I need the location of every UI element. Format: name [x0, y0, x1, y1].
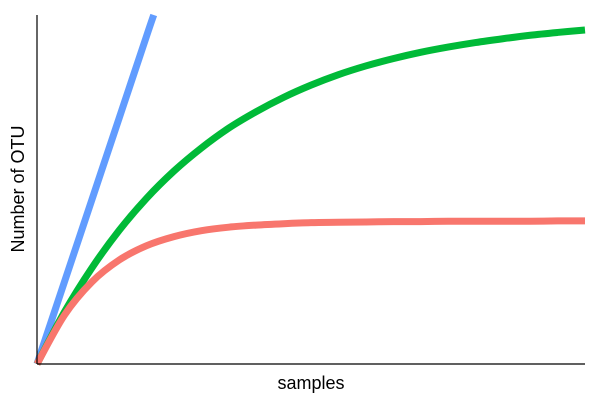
series-layer [33, 13, 586, 366]
x-axis-label: samples [277, 373, 344, 393]
series-line-3 [33, 217, 586, 366]
series-line-2 [33, 26, 586, 366]
y-axis-label: Number of OTU [8, 125, 28, 252]
series-line-1 [33, 13, 158, 366]
